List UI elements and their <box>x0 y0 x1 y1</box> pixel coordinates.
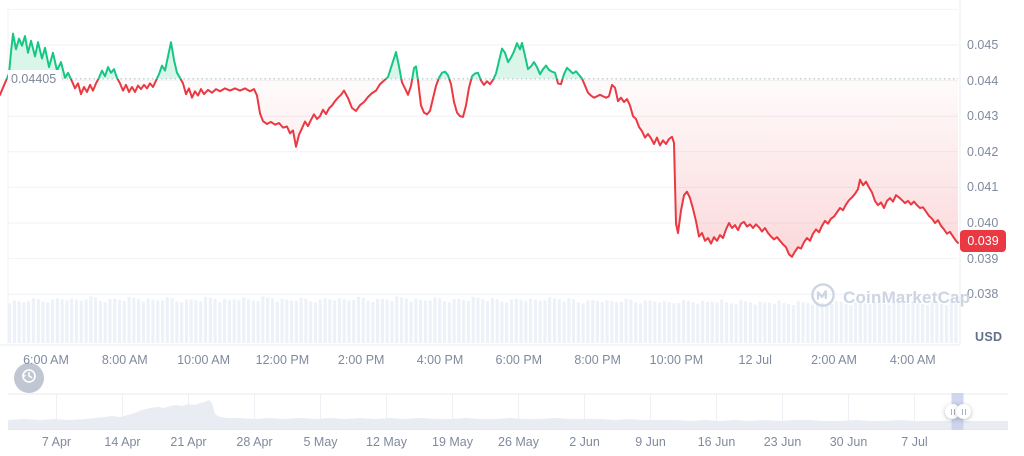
navigator-handle-right[interactable] <box>956 404 971 419</box>
usd-unit-label: USD <box>975 330 1003 344</box>
watermark-text: CoinMarketCap <box>843 287 971 307</box>
x-tick-label: 12:00 PM <box>255 353 310 367</box>
navigator-date-label: 26 May <box>498 435 539 449</box>
x-tick-label: 10:00 PM <box>649 353 704 367</box>
navigator-date-label: 30 Jun <box>829 435 868 449</box>
navigator-date-label: 12 May <box>366 435 407 449</box>
y-tick-label: 0.045 <box>967 38 999 52</box>
y-tick-label: 0.040 <box>967 216 999 230</box>
navigator-date-label: 14 Apr <box>104 435 141 449</box>
x-tick-label: 2:00 PM <box>337 353 385 367</box>
navigator-date-label: 9 Jun <box>635 435 666 449</box>
coinmarketcap-watermark: CoinMarketCap <box>810 282 970 313</box>
price-line-down <box>0 78 959 258</box>
current-price-badge: 0.039 <box>960 230 1006 252</box>
y-tick-label: 0.041 <box>967 180 999 195</box>
navigator <box>8 393 1008 430</box>
y-tick-label: 0.044 <box>967 73 999 88</box>
navigator-date-label: 2 Jun <box>569 435 600 449</box>
x-tick-label: 12 Jul <box>738 353 772 367</box>
navigator-date-label: 5 May <box>303 435 338 449</box>
coinmarketcap-logo-icon <box>810 282 836 313</box>
navigator-date-label: 16 Jun <box>697 435 736 449</box>
history-button[interactable] <box>14 363 44 393</box>
navigator-date-label: 21 Apr <box>170 435 207 449</box>
navigator-profile <box>8 400 1008 429</box>
x-tick-label: 8:00 PM <box>574 353 621 367</box>
x-tick-label: 6:00 PM <box>495 353 543 367</box>
navigator-date-label: 19 May <box>432 435 473 449</box>
y-tick-label: 0.039 <box>967 251 999 266</box>
x-tick-label: 2:00 AM <box>811 353 857 367</box>
navigator-date-label: 7 Apr <box>41 435 72 449</box>
navigator-date-label: 23 Jun <box>763 435 802 449</box>
y-tick-label: 0.042 <box>967 144 999 159</box>
volume-bars <box>8 296 958 343</box>
price-line-up <box>5 32 584 79</box>
y-tick-label: 0.038 <box>967 287 999 302</box>
x-tick-label: 4:00 AM <box>889 353 936 367</box>
x-tick-label: 8:00 AM <box>101 353 148 367</box>
history-clock-icon <box>19 366 39 391</box>
baseline-price-label: 0.04405 <box>8 70 62 89</box>
main-gridlines <box>0 0 961 346</box>
x-tick-label: 4:00 PM <box>416 353 464 367</box>
navigator-date-label: 7 Jul <box>901 435 928 449</box>
y-tick-label: 0.043 <box>967 109 999 124</box>
navigator-date-label: 28 Apr <box>236 435 273 449</box>
x-tick-label: 10:00 AM <box>177 353 231 367</box>
price-area-down <box>0 78 958 257</box>
